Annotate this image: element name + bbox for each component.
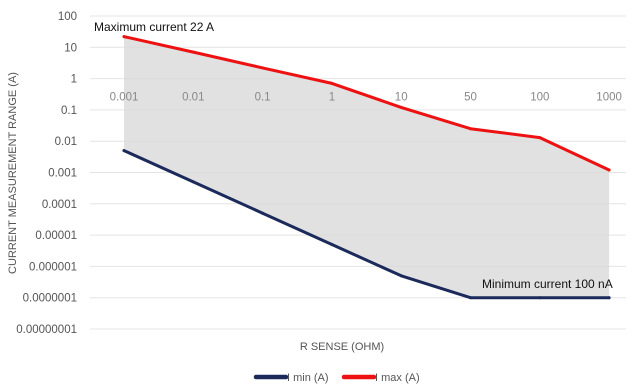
x-axis-title: R SENSE (OHM) [300, 341, 384, 353]
y-tick-label: 10 [64, 42, 77, 54]
x-tick-label: 50 [464, 92, 477, 104]
y-tick-label: 0.1 [61, 105, 77, 117]
y-tick-label: 0.0000001 [23, 293, 77, 305]
x-tick-label: 10 [395, 92, 408, 104]
x-tick-label: 1000 [596, 92, 622, 104]
imax-point [261, 66, 265, 70]
imin-point [122, 149, 126, 153]
imax-point [399, 105, 403, 109]
x-tick-label: 0.1 [255, 92, 271, 104]
imin-point [330, 243, 334, 246]
imin-point [399, 274, 403, 278]
y-tick-label: 1 [71, 74, 77, 86]
x-tick-label: 0.01 [182, 92, 204, 104]
imin-point [191, 180, 195, 184]
x-tick-label: 1 [329, 92, 335, 104]
y-tick-label: 0.0001 [42, 199, 77, 211]
imax-point [607, 168, 611, 172]
annotation-min-current: Minimum current 100 nA [482, 277, 613, 291]
y-tick-label: 0.000001 [29, 261, 77, 273]
y-tick-label: 0.01 [55, 136, 77, 148]
imax-point [469, 127, 472, 131]
x-tick-labels: 0.001 0.01 0.1 1 10 50 100 1000 [110, 92, 622, 104]
imax-point [122, 35, 126, 39]
y-tick-labels: 100 10 1 0.1 0.01 0.001 0.0001 0.00001 0.000001 0… [16, 11, 77, 336]
series-line-imax [122, 35, 611, 172]
y-tick-label: 0.001 [48, 168, 77, 180]
imin-point [538, 296, 542, 300]
imax-point [330, 81, 334, 85]
imin-point [469, 296, 472, 300]
y-tick-label: 0.00001 [35, 230, 77, 242]
x-tick-label: 0.001 [110, 92, 139, 104]
series-line-imin [122, 149, 611, 300]
imin-point [607, 296, 611, 300]
imax-point [538, 136, 542, 140]
legend: I min (A) I max (A) [253, 372, 420, 384]
series-lines [122, 35, 611, 300]
legend-label-imin: I min (A) [287, 372, 329, 384]
y-tick-label: 0.00000001 [16, 324, 77, 336]
imax-point [191, 50, 195, 54]
y-tick-label: 100 [58, 11, 77, 23]
y-axis-title: CURRENT MEASUREMENT RANGE (A) [7, 72, 19, 274]
shaded-range-area [124, 36, 610, 298]
imin-point [261, 211, 265, 215]
x-tick-label: 100 [530, 92, 549, 104]
legend-label-imax: I max (A) [375, 372, 420, 384]
annotation-max-current: Maximum current 22 A [94, 20, 214, 34]
